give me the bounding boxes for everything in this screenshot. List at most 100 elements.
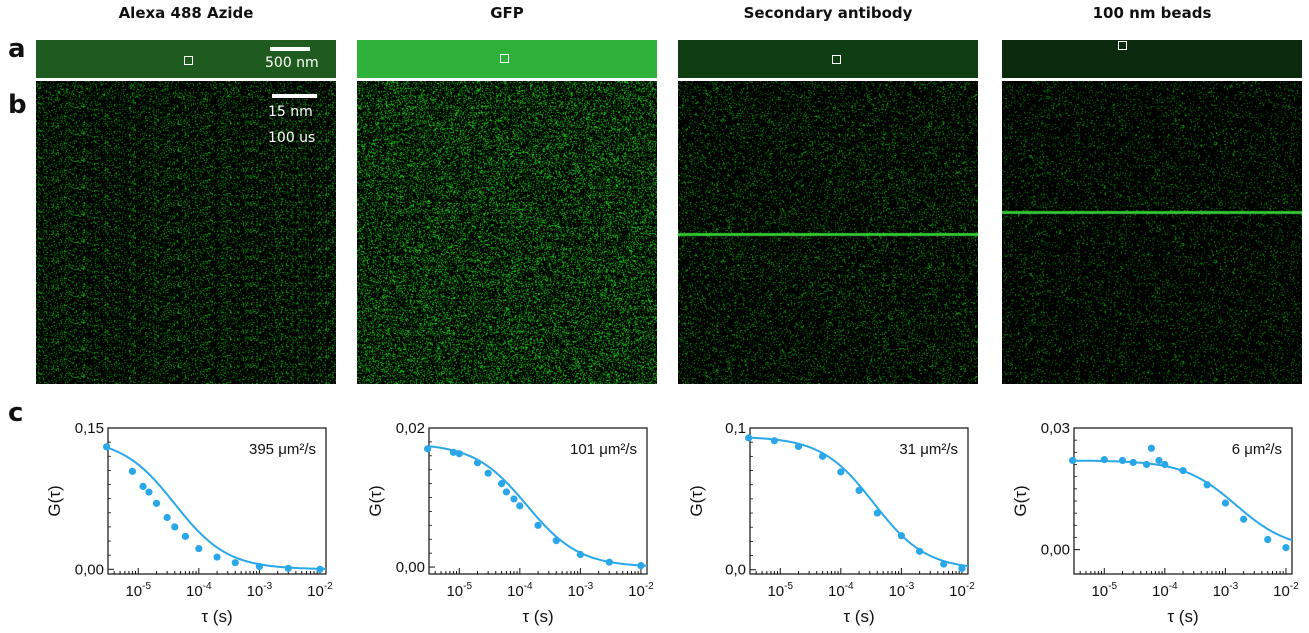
x-tick-label: 10-3	[568, 581, 594, 600]
data-point	[171, 523, 179, 531]
x-axis-label: τ (s)	[1167, 607, 1198, 626]
diffusion-annotation: 6 μm²/s	[1232, 441, 1282, 458]
panel-label-a: a	[8, 34, 26, 64]
data-point	[770, 437, 779, 445]
data-point	[498, 480, 506, 488]
diffusion-annotation: 395 μm²/s	[249, 441, 316, 458]
panel-label-c: c	[8, 398, 24, 428]
data-point	[449, 448, 458, 456]
data-point	[1282, 544, 1290, 552]
data-point	[484, 469, 492, 477]
roi-marker-alexa	[184, 56, 193, 65]
data-point	[255, 562, 263, 571]
data-point	[145, 488, 153, 496]
data-point	[940, 560, 948, 568]
col-title-gfp: GFP	[490, 4, 524, 22]
data-point	[837, 468, 845, 476]
x-tick-label: 10-3	[247, 581, 273, 600]
data-point	[958, 564, 966, 572]
data-point	[1100, 456, 1108, 464]
data-point	[1118, 456, 1127, 465]
scalebar-15nm	[272, 94, 317, 98]
data-point	[1143, 460, 1151, 469]
roi-marker-gfp	[500, 54, 509, 63]
y-axis-label: G(τ)	[45, 485, 64, 516]
y-tick-label: 0,1	[725, 420, 746, 437]
y-tick-label: 0,15	[75, 420, 104, 437]
data-point	[284, 564, 292, 572]
y-tick-label: 0,00	[1041, 542, 1070, 559]
data-point	[163, 513, 171, 522]
data-point	[1264, 535, 1272, 544]
data-point	[181, 532, 189, 540]
data-point	[424, 445, 432, 453]
data-point	[502, 488, 510, 496]
x-tick-label: 10-4	[1152, 581, 1178, 600]
kymograph-beads	[1002, 81, 1302, 384]
scalebar-15nm-label: 15 nm	[268, 104, 313, 120]
data-point	[1155, 456, 1163, 465]
data-point	[552, 537, 560, 545]
col-title-alexa: Alexa 488 Azide	[118, 4, 254, 22]
image-strip-secondary	[678, 40, 978, 78]
y-tick-label: 0,00	[75, 561, 104, 578]
x-tick-label: 10-3	[889, 581, 915, 600]
diffusion-annotation: 31 μm²/s	[899, 441, 958, 458]
y-axis-label: G(τ)	[687, 485, 706, 516]
data-point	[455, 450, 463, 458]
data-point	[1179, 466, 1187, 475]
col-title-secondary-antibody: Secondary antibody	[743, 4, 913, 22]
image-strip-gfp	[357, 40, 657, 78]
x-tick-label: 10-2	[628, 581, 654, 600]
data-point	[897, 532, 905, 540]
diffusion-annotation: 101 μm²/s	[570, 441, 637, 458]
fcs-plot-secondary: 10-5 10-4 10-3 10-2 0,0 0,1 31 μm²/s G(τ) τ (s)	[687, 420, 975, 626]
data-point	[1147, 444, 1155, 452]
data-point	[316, 565, 324, 573]
roi-marker-beads	[1118, 41, 1127, 50]
x-tick-label: 10-2	[949, 581, 975, 600]
y-tick-label: 0,00	[396, 559, 425, 576]
data-point	[195, 544, 203, 553]
kymograph-gfp	[357, 81, 657, 384]
data-point	[1221, 499, 1229, 507]
y-axis-label: G(τ)	[1011, 485, 1030, 516]
y-tick-label: 0,02	[396, 420, 425, 437]
x-tick-label: 10-4	[828, 581, 854, 600]
x-tick-label: 10-2	[307, 581, 333, 600]
y-tick-label: 0,0	[725, 562, 746, 579]
data-point	[855, 486, 863, 494]
data-point	[128, 467, 137, 475]
data-point	[231, 559, 239, 567]
data-point	[473, 459, 482, 467]
data-point	[637, 562, 645, 570]
fcs-plot-beads: 10-5 10-4 10-3 10-2 0,00 0,03 6 μm²/s G(τ) τ (s)	[1011, 420, 1299, 626]
data-point	[1129, 458, 1137, 467]
fcs-plot-gfp: 10-5 10-4 10-3 10-2 0,00 0,02 101 μm²/s G(τ) τ (…	[366, 420, 654, 626]
x-tick-label: 10-5	[1091, 581, 1117, 600]
data-point	[1161, 460, 1169, 469]
x-tick-label: 10-4	[186, 581, 212, 600]
fcs-plot-alexa: 10-5 10-4 10-3 10-2 0,00 0,15 395 μm²/s G(τ) τ (…	[45, 420, 333, 626]
x-tick-label: 10-4	[507, 581, 533, 600]
scalebar-500nm-label: 500 nm	[265, 55, 319, 71]
data-point	[1203, 481, 1211, 489]
data-point	[510, 495, 518, 503]
x-tick-label: 10-3	[1213, 581, 1239, 600]
fit-curve	[750, 436, 969, 568]
image-strip-alexa	[36, 40, 336, 78]
data-point	[534, 521, 542, 529]
scalebar-500nm	[270, 47, 310, 51]
y-tick-label: 0,03	[1041, 420, 1070, 437]
data-point	[605, 558, 613, 566]
data-point	[745, 434, 753, 442]
data-point	[819, 452, 827, 460]
x-axis-label: τ (s)	[522, 607, 553, 626]
x-tick-label: 10-5	[446, 581, 472, 600]
data-point	[1069, 456, 1077, 465]
data-point	[516, 502, 524, 510]
fit-curve	[428, 445, 648, 567]
data-point	[916, 547, 924, 555]
data-point	[873, 509, 881, 517]
x-tick-label: 10-5	[125, 581, 151, 600]
